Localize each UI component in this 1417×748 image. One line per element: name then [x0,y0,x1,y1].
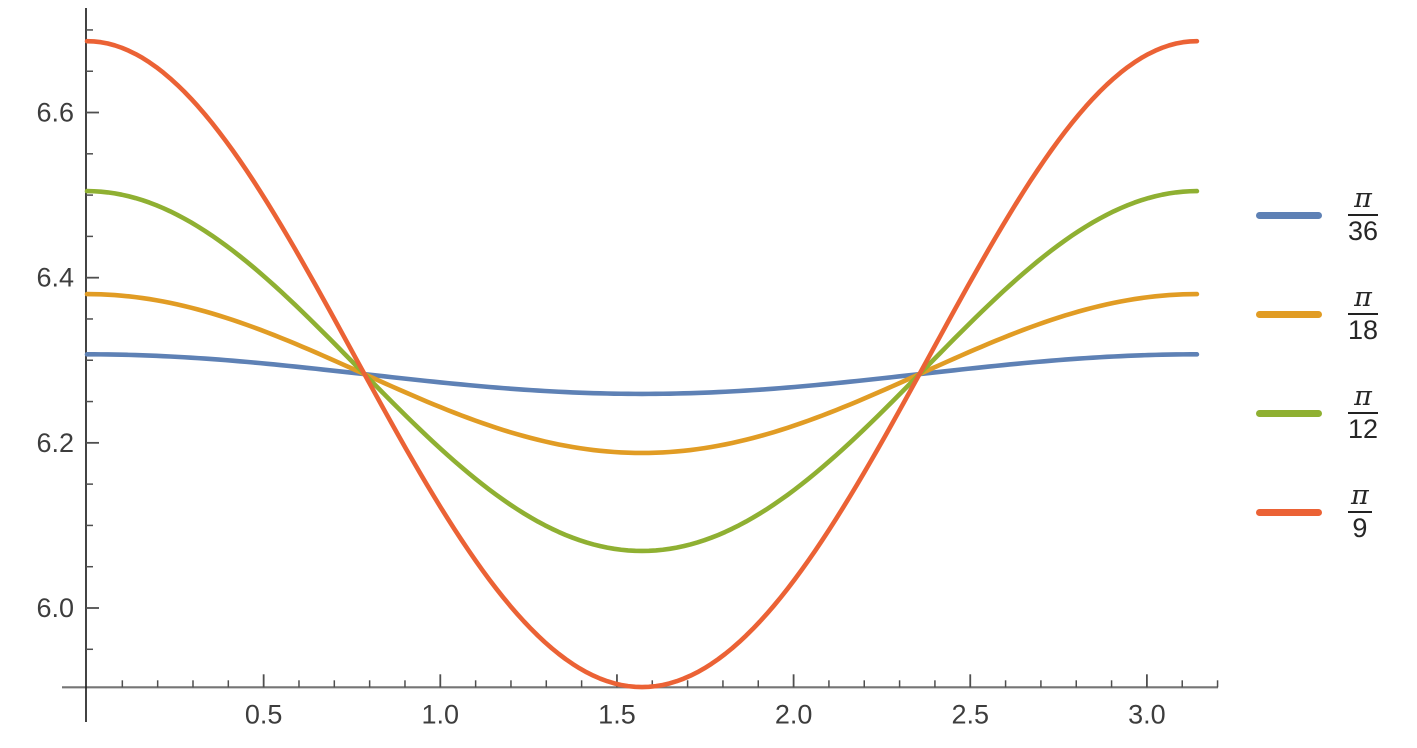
x-tick-label: 1.0 [422,699,460,729]
series-curve-pi-18 [84,291,1200,456]
x-tick-label: 1.5 [598,699,636,729]
legend-label-numerator: π [1348,284,1379,315]
legend-line-swatch-pi-18 [1256,311,1322,318]
legend-label-denominator: 36 [1348,216,1379,246]
y-tick-label: 6.4 [36,263,74,293]
legend-label-denominator: 18 [1348,315,1379,345]
y-tick-label: 6.6 [36,98,74,128]
series-curve-pi-9 [84,38,1200,690]
legend-line-swatch-pi-9 [1256,509,1322,516]
legend-label-numerator: π [1348,482,1372,513]
legend-entry-pi-18: π 18 [1256,284,1379,345]
legend-label-fraction: π 12 [1348,383,1379,444]
legend: π 36 π 18 π 12 π 9 [1256,185,1379,543]
legend-label-numerator: π [1348,185,1379,216]
legend-line-swatch-pi-36 [1256,212,1322,219]
legend-label-denominator: 12 [1348,414,1379,444]
y-tick-label: 6.0 [36,593,74,623]
series-curve-pi-36 [84,352,1200,397]
legend-label-fraction: π 18 [1348,284,1379,345]
legend-entry-pi-12: π 12 [1256,383,1379,444]
x-tick-label: 3.0 [1128,699,1166,729]
y-tick-label: 6.2 [36,428,74,458]
x-tick-label: 0.5 [245,699,283,729]
series-curve-pi-12 [84,188,1200,554]
legend-label-fraction: π 36 [1348,185,1379,246]
x-tick-label: 2.0 [775,699,813,729]
legend-entry-pi-36: π 36 [1256,185,1379,246]
legend-label-numerator: π [1348,383,1379,414]
legend-line-swatch-pi-12 [1256,410,1322,417]
x-tick-label: 2.5 [951,699,989,729]
legend-label-denominator: 9 [1352,513,1368,543]
